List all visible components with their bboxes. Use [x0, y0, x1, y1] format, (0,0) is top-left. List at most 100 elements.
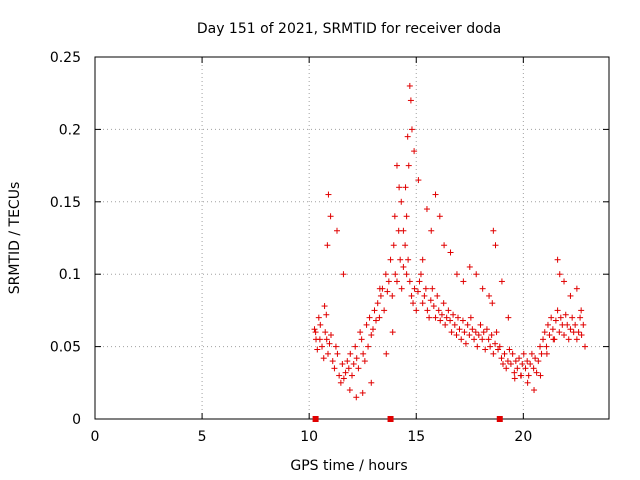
data-point: [398, 198, 405, 205]
data-point: [419, 256, 426, 263]
data-point: [396, 184, 403, 191]
data-point: [575, 329, 582, 336]
data-point: [573, 336, 580, 343]
data-point: [561, 332, 568, 339]
data-point: [455, 314, 462, 321]
data-point: [445, 307, 452, 314]
data-point: [426, 314, 433, 321]
data-point: [556, 329, 563, 336]
gap-markers: [312, 416, 503, 422]
data-point: [434, 292, 441, 299]
data-point: [499, 360, 506, 367]
data-point: [363, 321, 370, 328]
data-point: [407, 97, 414, 104]
data-point: [524, 358, 531, 365]
data-point: [482, 346, 489, 353]
data-point: [565, 336, 572, 343]
chart-title: Day 151 of 2021, SRMTID for receiver dod…: [197, 21, 501, 37]
data-point: [406, 82, 413, 89]
data-point: [443, 314, 450, 321]
data-point: [461, 329, 468, 336]
data-point: [440, 300, 447, 307]
data-point: [410, 300, 417, 307]
data-point: [549, 326, 556, 333]
data-point: [385, 278, 392, 285]
data-point: [504, 358, 511, 365]
data-point: [564, 321, 571, 328]
data-point: [403, 271, 410, 278]
data-point: [315, 314, 322, 321]
data-point: [423, 206, 430, 213]
data-point: [492, 340, 499, 347]
data-point: [359, 389, 366, 396]
data-point: [408, 126, 415, 133]
data-point: [498, 355, 505, 362]
data-point: [317, 321, 324, 328]
y-tick-label: 0.1: [59, 267, 81, 283]
data-point: [352, 343, 359, 350]
data-point: [456, 326, 463, 333]
data-point: [474, 343, 481, 350]
x-tick-label: 10: [300, 429, 318, 445]
data-point: [319, 343, 326, 350]
data-point: [573, 285, 580, 292]
data-point: [580, 321, 587, 328]
data-point: [458, 336, 465, 343]
data-point: [557, 314, 564, 321]
data-point: [505, 314, 512, 321]
data-point: [332, 343, 339, 350]
data-point: [428, 227, 435, 234]
data-point: [582, 343, 589, 350]
data-point: [552, 317, 559, 324]
data-point: [400, 227, 407, 234]
data-point: [562, 311, 569, 318]
data-point: [334, 227, 341, 234]
data-point: [567, 292, 574, 299]
data-point: [361, 358, 368, 365]
data-point: [390, 242, 397, 249]
data-point: [320, 355, 327, 362]
data-point: [416, 278, 423, 285]
data-point: [324, 242, 331, 249]
data-point: [561, 278, 568, 285]
data-point: [503, 365, 510, 372]
data-point: [411, 285, 418, 292]
data-point: [518, 372, 525, 379]
data-point: [387, 256, 394, 263]
data-point: [345, 365, 352, 372]
data-point: [339, 360, 346, 367]
data-point: [537, 372, 544, 379]
data-point: [462, 340, 469, 347]
data-point: [554, 256, 561, 263]
data-point: [365, 343, 372, 350]
data-point: [578, 332, 585, 339]
x-tick-label: 20: [514, 429, 532, 445]
data-point: [567, 326, 574, 333]
data-point: [349, 372, 355, 379]
data-point: [340, 271, 347, 278]
data-point: [459, 317, 466, 324]
data-point: [384, 288, 391, 295]
data-point: [369, 326, 376, 333]
data-point: [389, 292, 396, 299]
data-point: [535, 358, 542, 365]
data-point: [419, 300, 426, 307]
data-point: [569, 314, 576, 321]
data-point: [511, 369, 518, 376]
data-point: [397, 256, 404, 263]
x-tick-label: 5: [198, 429, 207, 445]
data-point: [432, 314, 439, 321]
data-point: [357, 329, 364, 336]
data-point: [347, 350, 354, 357]
data-point: [453, 271, 460, 278]
data-point: [316, 336, 323, 343]
data-point: [509, 350, 516, 357]
data-point: [546, 332, 553, 339]
data-point: [467, 314, 474, 321]
data-point: [554, 307, 561, 314]
data-point: [368, 332, 375, 339]
data-point: [322, 329, 329, 336]
data-point: [392, 271, 399, 278]
data-point: [514, 365, 521, 372]
data-point: [368, 379, 375, 386]
